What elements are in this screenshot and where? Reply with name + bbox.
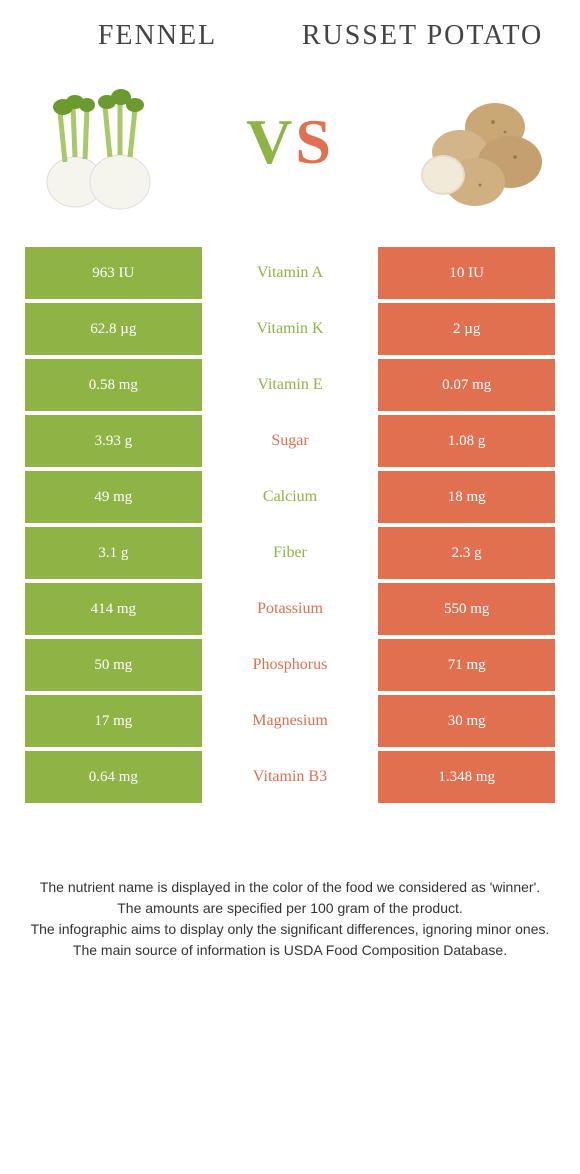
table-row: 3.93 gSugar1.08 g (25, 415, 555, 471)
cell-nutrient-label: Vitamin K (202, 303, 379, 355)
header: Fennel Russet potato (25, 20, 555, 52)
cell-left-value: 62.8 µg (25, 303, 202, 355)
cell-nutrient-label: Calcium (202, 471, 379, 523)
cell-left-value: 49 mg (25, 471, 202, 523)
title-left: Fennel (25, 20, 290, 52)
table-row: 963 IUVitamin A10 IU (25, 247, 555, 303)
cell-nutrient-label: Sugar (202, 415, 379, 467)
cell-right-value: 2 µg (378, 303, 555, 355)
cell-left-value: 963 IU (25, 247, 202, 299)
vs-v-letter: V (246, 106, 295, 177)
cell-right-value: 0.07 mg (378, 359, 555, 411)
potato-image (405, 67, 555, 217)
table-row: 414 mgPotassium550 mg (25, 583, 555, 639)
footer-line-3: The infographic aims to display only the… (25, 919, 555, 940)
cell-right-value: 71 mg (378, 639, 555, 691)
table-row: 0.64 mgVitamin B31.348 mg (25, 751, 555, 807)
footer-line-1: The nutrient name is displayed in the co… (25, 877, 555, 898)
vs-s-letter: S (295, 106, 334, 177)
table-row: 3.1 gFiber2.3 g (25, 527, 555, 583)
footer-line-4: The main source of information is USDA F… (25, 940, 555, 961)
cell-left-value: 17 mg (25, 695, 202, 747)
cell-right-value: 1.08 g (378, 415, 555, 467)
cell-nutrient-label: Magnesium (202, 695, 379, 747)
vs-label: VS (246, 105, 334, 179)
cell-nutrient-label: Phosphorus (202, 639, 379, 691)
table-row: 50 mgPhosphorus71 mg (25, 639, 555, 695)
cell-right-value: 2.3 g (378, 527, 555, 579)
cell-left-value: 414 mg (25, 583, 202, 635)
table-row: 62.8 µgVitamin K2 µg (25, 303, 555, 359)
cell-right-value: 550 mg (378, 583, 555, 635)
cell-left-value: 3.1 g (25, 527, 202, 579)
footer-text: The nutrient name is displayed in the co… (25, 877, 555, 961)
cell-left-value: 50 mg (25, 639, 202, 691)
cell-right-value: 1.348 mg (378, 751, 555, 803)
fennel-image (25, 67, 175, 217)
table-row: 49 mgCalcium18 mg (25, 471, 555, 527)
cell-nutrient-label: Vitamin E (202, 359, 379, 411)
comparison-table: 963 IUVitamin A10 IU62.8 µgVitamin K2 µg… (25, 247, 555, 807)
footer-line-2: The amounts are specified per 100 gram o… (25, 898, 555, 919)
cell-left-value: 0.58 mg (25, 359, 202, 411)
cell-right-value: 18 mg (378, 471, 555, 523)
table-row: 17 mgMagnesium30 mg (25, 695, 555, 751)
cell-right-value: 30 mg (378, 695, 555, 747)
title-right: Russet potato (290, 20, 555, 52)
cell-left-value: 0.64 mg (25, 751, 202, 803)
cell-nutrient-label: Potassium (202, 583, 379, 635)
images-row: VS (25, 67, 555, 217)
cell-right-value: 10 IU (378, 247, 555, 299)
cell-nutrient-label: Fiber (202, 527, 379, 579)
cell-left-value: 3.93 g (25, 415, 202, 467)
table-row: 0.58 mgVitamin E0.07 mg (25, 359, 555, 415)
cell-nutrient-label: Vitamin B3 (202, 751, 379, 803)
cell-nutrient-label: Vitamin A (202, 247, 379, 299)
